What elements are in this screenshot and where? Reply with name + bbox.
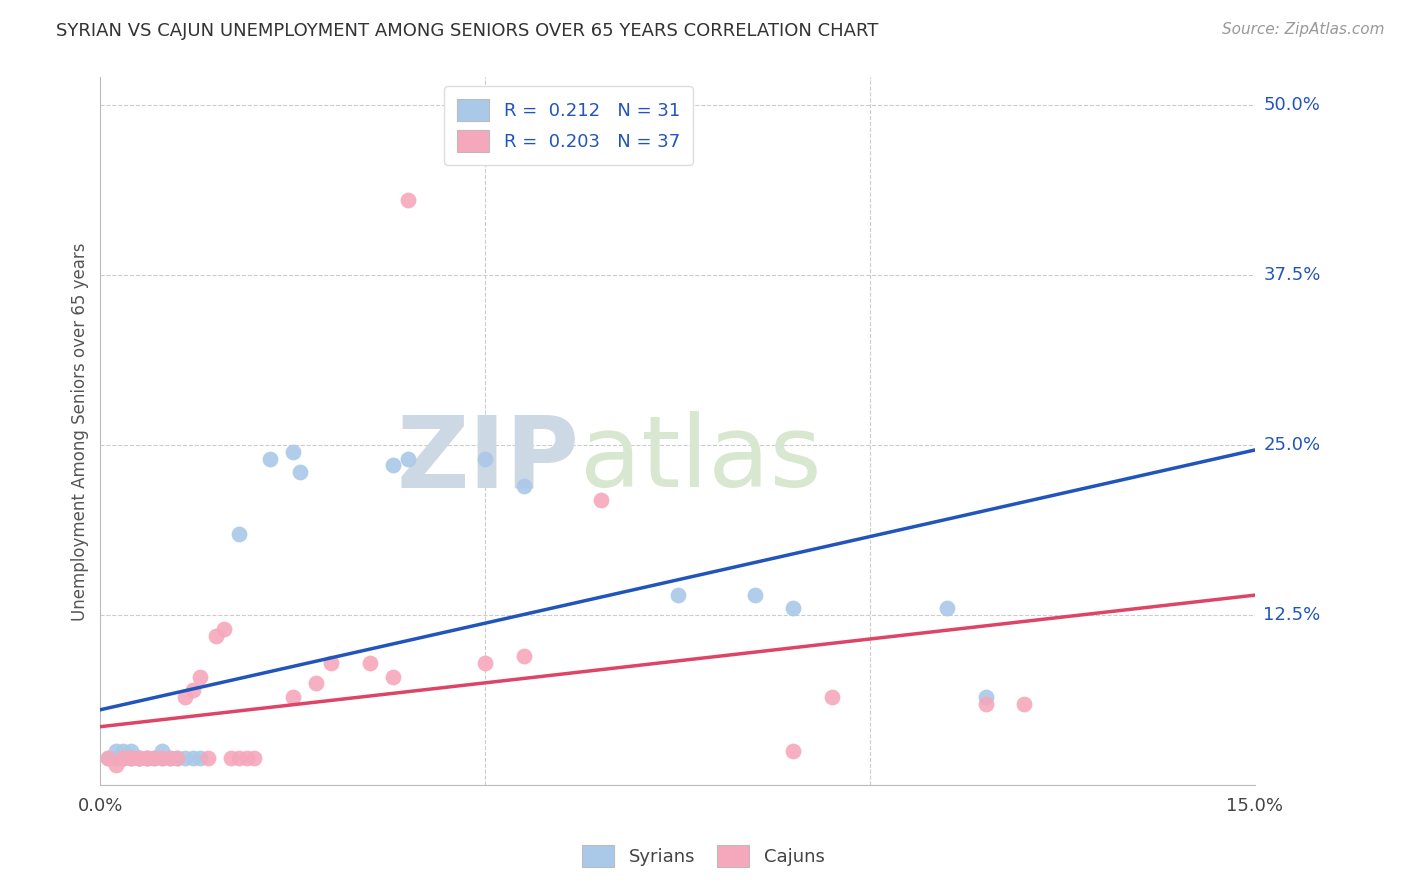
Point <box>120 751 142 765</box>
Point <box>112 744 135 758</box>
Point <box>744 588 766 602</box>
Point <box>974 690 997 704</box>
Text: 12.5%: 12.5% <box>1264 607 1320 624</box>
Point <box>235 751 257 765</box>
Legend: Syrians, Cajuns: Syrians, Cajuns <box>574 838 832 874</box>
Point <box>150 751 173 765</box>
Point <box>143 751 166 765</box>
Text: 50.0%: 50.0% <box>1264 95 1320 113</box>
Point <box>181 751 204 765</box>
Point <box>396 193 419 207</box>
Point <box>143 751 166 765</box>
Point <box>174 690 197 704</box>
Point <box>135 751 157 765</box>
Point <box>228 751 250 765</box>
Point <box>159 751 181 765</box>
Point <box>512 649 534 664</box>
Legend: R =  0.212   N = 31, R =  0.203   N = 37: R = 0.212 N = 31, R = 0.203 N = 37 <box>444 87 693 165</box>
Point <box>381 669 404 683</box>
Point <box>104 751 127 765</box>
Point <box>190 669 212 683</box>
Point <box>259 451 281 466</box>
Text: 25.0%: 25.0% <box>1264 436 1320 454</box>
Text: 37.5%: 37.5% <box>1264 266 1320 284</box>
Point <box>128 751 150 765</box>
Point <box>219 751 242 765</box>
Point <box>150 751 173 765</box>
Point <box>197 751 219 765</box>
Point <box>396 451 419 466</box>
Point <box>104 744 127 758</box>
Point <box>190 751 212 765</box>
Point <box>782 601 804 615</box>
Point <box>120 744 142 758</box>
Point <box>305 676 328 690</box>
Point <box>820 690 842 704</box>
Point <box>104 758 127 772</box>
Point <box>290 465 312 479</box>
Point <box>228 526 250 541</box>
Point <box>589 492 612 507</box>
Point <box>112 751 135 765</box>
Point <box>97 751 120 765</box>
Point <box>166 751 188 765</box>
Point <box>474 451 496 466</box>
Point <box>112 751 135 765</box>
Point <box>97 751 120 765</box>
Text: Source: ZipAtlas.com: Source: ZipAtlas.com <box>1222 22 1385 37</box>
Text: atlas: atlas <box>579 411 821 508</box>
Point <box>120 751 142 765</box>
Point <box>359 656 381 670</box>
Point <box>936 601 959 615</box>
Point <box>128 751 150 765</box>
Point <box>120 751 142 765</box>
Point <box>174 751 197 765</box>
Text: ZIP: ZIP <box>396 411 579 508</box>
Point <box>181 683 204 698</box>
Y-axis label: Unemployment Among Seniors over 65 years: Unemployment Among Seniors over 65 years <box>72 243 89 621</box>
Point <box>782 744 804 758</box>
Point <box>281 690 304 704</box>
Point <box>135 751 157 765</box>
Point <box>1012 697 1035 711</box>
Point <box>281 445 304 459</box>
Point <box>243 751 266 765</box>
Text: SYRIAN VS CAJUN UNEMPLOYMENT AMONG SENIORS OVER 65 YEARS CORRELATION CHART: SYRIAN VS CAJUN UNEMPLOYMENT AMONG SENIO… <box>56 22 879 40</box>
Point <box>204 629 226 643</box>
Point <box>512 479 534 493</box>
Point <box>128 751 150 765</box>
Point <box>128 751 150 765</box>
Point <box>974 697 997 711</box>
Point <box>212 622 235 636</box>
Point <box>159 751 181 765</box>
Point <box>112 751 135 765</box>
Point <box>381 458 404 473</box>
Point <box>135 751 157 765</box>
Point <box>666 588 689 602</box>
Point <box>321 656 343 670</box>
Point <box>474 656 496 670</box>
Point <box>166 751 188 765</box>
Point <box>150 744 173 758</box>
